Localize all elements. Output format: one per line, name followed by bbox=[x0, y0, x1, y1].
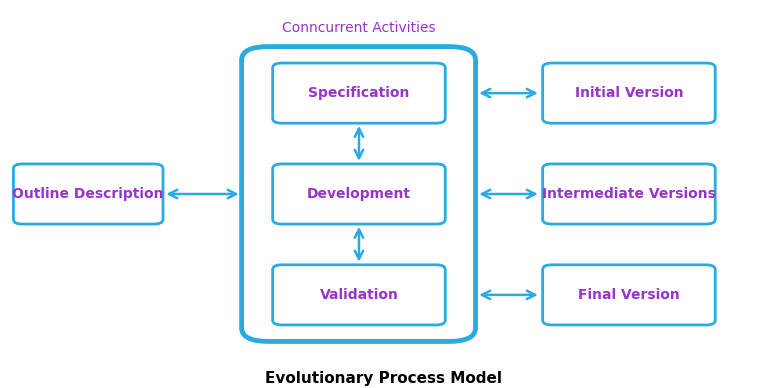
Text: Final Version: Final Version bbox=[578, 288, 680, 302]
Text: Intermediate Versions: Intermediate Versions bbox=[542, 187, 716, 201]
FancyBboxPatch shape bbox=[542, 63, 715, 123]
FancyBboxPatch shape bbox=[273, 63, 445, 123]
Text: Specification: Specification bbox=[308, 86, 410, 100]
Text: Development: Development bbox=[307, 187, 411, 201]
FancyBboxPatch shape bbox=[273, 164, 445, 224]
FancyBboxPatch shape bbox=[542, 164, 715, 224]
FancyBboxPatch shape bbox=[242, 47, 476, 341]
Text: Outline Description: Outline Description bbox=[12, 187, 164, 201]
Text: Conncurrent Activities: Conncurrent Activities bbox=[281, 21, 436, 35]
FancyBboxPatch shape bbox=[273, 265, 445, 325]
FancyBboxPatch shape bbox=[14, 164, 163, 224]
Text: Initial Version: Initial Version bbox=[574, 86, 683, 100]
FancyBboxPatch shape bbox=[542, 265, 715, 325]
Text: Evolutionary Process Model: Evolutionary Process Model bbox=[265, 371, 502, 386]
Text: Validation: Validation bbox=[320, 288, 398, 302]
